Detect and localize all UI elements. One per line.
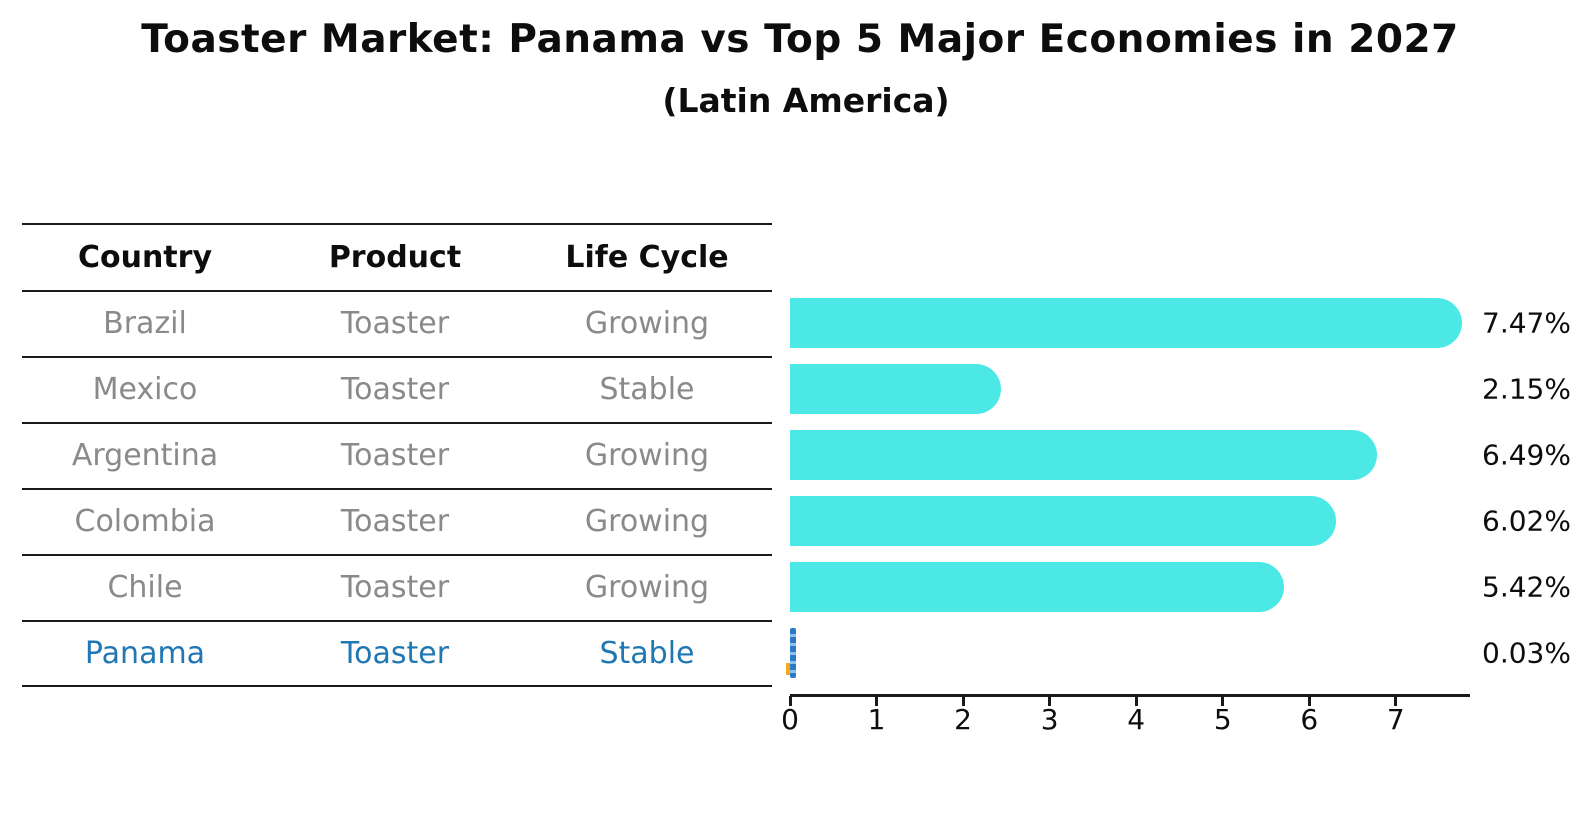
table-row: Brazil Toaster Growing — [22, 290, 772, 356]
cell-product: Toaster — [340, 305, 450, 341]
cell-country: Chile — [107, 569, 183, 605]
cell-country: Argentina — [71, 437, 219, 473]
x-axis-tick — [1221, 696, 1225, 706]
table-rule — [22, 685, 772, 687]
cell-life-cycle: Growing — [584, 569, 710, 605]
table-header-row: Country Product Life Cycle — [22, 224, 772, 290]
column-header-life-cycle: Life Cycle — [565, 239, 729, 275]
bar-value-label: 5.42% — [1482, 570, 1571, 604]
table-rule — [22, 422, 772, 424]
x-axis — [790, 694, 1470, 697]
bar-value-label: 6.49% — [1482, 438, 1571, 472]
cell-country: Mexico — [92, 371, 198, 407]
x-axis-tick — [1307, 696, 1311, 706]
bar-panama-fill — [786, 663, 790, 675]
bar-value-label: 2.15% — [1482, 372, 1571, 406]
x-axis-tick-label: 6 — [1300, 703, 1319, 736]
x-axis-tick-label: 7 — [1386, 703, 1405, 736]
x-axis-tick — [1134, 696, 1138, 706]
bar-brazil — [790, 298, 1462, 348]
cell-country: Brazil — [103, 305, 187, 341]
cell-product: Toaster — [340, 437, 450, 473]
x-axis-tick — [1394, 696, 1398, 706]
cell-product: Toaster — [340, 569, 450, 605]
cell-life-cycle: Stable — [599, 371, 695, 407]
cell-life-cycle: Growing — [584, 437, 710, 473]
table-rule — [22, 488, 772, 490]
table-rule — [22, 620, 772, 622]
bar-chile — [790, 562, 1285, 612]
x-axis-tick-label: 2 — [954, 703, 973, 736]
table-row: Argentina Toaster Growing — [22, 422, 772, 488]
table-rule — [22, 356, 772, 358]
bar-value-label: 7.47% — [1482, 306, 1571, 340]
x-axis-tick — [1048, 696, 1052, 706]
column-header-product: Product — [328, 239, 462, 275]
cell-life-cycle: Stable — [599, 635, 695, 671]
cell-life-cycle: Growing — [584, 503, 710, 539]
cell-product: Toaster — [340, 635, 450, 671]
x-axis-tick — [875, 696, 879, 706]
bar-value-label: 0.03% — [1482, 636, 1571, 670]
x-axis-tick-label: 4 — [1127, 703, 1146, 736]
x-axis-tick — [788, 696, 792, 706]
chart-title: Toaster Market: Panama vs Top 5 Major Ec… — [141, 17, 1459, 62]
x-axis-tick — [961, 696, 965, 706]
cell-product: Toaster — [340, 503, 450, 539]
bar-colombia — [790, 496, 1337, 546]
bar-value-label: 6.02% — [1482, 504, 1571, 538]
cell-product: Toaster — [340, 371, 450, 407]
table-row: Colombia Toaster Growing — [22, 488, 772, 554]
table-row-panama: Panama Toaster Stable — [22, 620, 772, 686]
table-rule — [22, 554, 772, 556]
x-axis-tick-label: 3 — [1040, 703, 1059, 736]
cell-life-cycle: Growing — [584, 305, 710, 341]
bar-mexico — [790, 364, 1002, 414]
bar-panama-dashed — [786, 628, 796, 678]
x-axis-tick-label: 5 — [1213, 703, 1232, 736]
table-rule — [22, 223, 772, 225]
bar-argentina — [790, 430, 1377, 480]
x-axis-tick-label: 1 — [867, 703, 886, 736]
column-header-country: Country — [77, 239, 213, 275]
cell-country: Panama — [84, 635, 206, 671]
cell-country: Colombia — [74, 503, 216, 539]
table-row: Chile Toaster Growing — [22, 554, 772, 620]
table-row: Mexico Toaster Stable — [22, 356, 772, 422]
chart-subtitle: (Latin America) — [662, 81, 950, 120]
table-rule — [22, 290, 772, 292]
x-axis-tick-label: 0 — [781, 703, 799, 736]
